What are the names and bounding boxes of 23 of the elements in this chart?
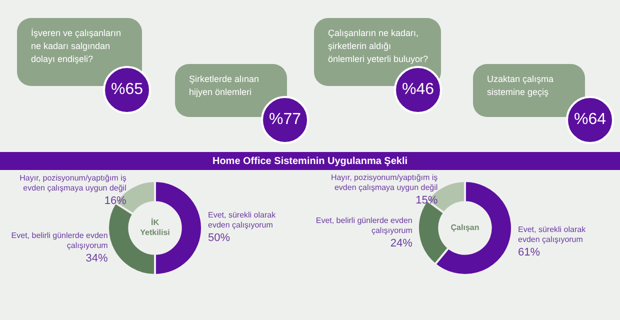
text: İşveren ve çalışanların ne kadarı salgından dolayı endişeli? (31, 28, 122, 64)
data-label: 50% (208, 232, 230, 244)
text: Home Office Sisteminin Uygulanma Şekli (212, 156, 408, 166)
text: Uzaktan çalışma sistemine geçiş (487, 74, 554, 97)
text: %77 (261, 96, 309, 144)
data-label: 34% (86, 252, 108, 264)
slice-label: Evet, sürekli olarak evden çalışıyorum (208, 210, 277, 230)
text: %46 (394, 66, 442, 114)
slice-label: Hayır, pozisyonum/yaptığım iş evden çalışmaya uygun değil (330, 173, 438, 192)
text: %64 (566, 96, 614, 144)
slice-label: Hayır, pozisyonum/yaptığım iş evden çalışmaya uygun değil (20, 174, 127, 193)
text: İK Yetkilisi (140, 218, 170, 238)
data-label: 24% (390, 237, 413, 250)
text: Çalışanların ne kadarı, şirketlerin aldığı önlemleri yeterli buluyor? (328, 28, 428, 64)
slice-label: Evet, sürekli olarak evden çalışıyorum (518, 225, 587, 244)
slice-label: Evet, belirli günlerde evden çalışıyorum (11, 231, 108, 250)
data-label: 61% (518, 246, 540, 258)
data-label: 15% (416, 194, 438, 207)
data-label: 16% (104, 194, 127, 207)
slice-label: Evet, belirli günlerde evden çalışıyorum (316, 216, 413, 236)
text: Çalışan (450, 223, 480, 232)
text: %65 (103, 66, 151, 114)
text: Şirketlerde alınan hijyen önlemleri (189, 74, 260, 97)
